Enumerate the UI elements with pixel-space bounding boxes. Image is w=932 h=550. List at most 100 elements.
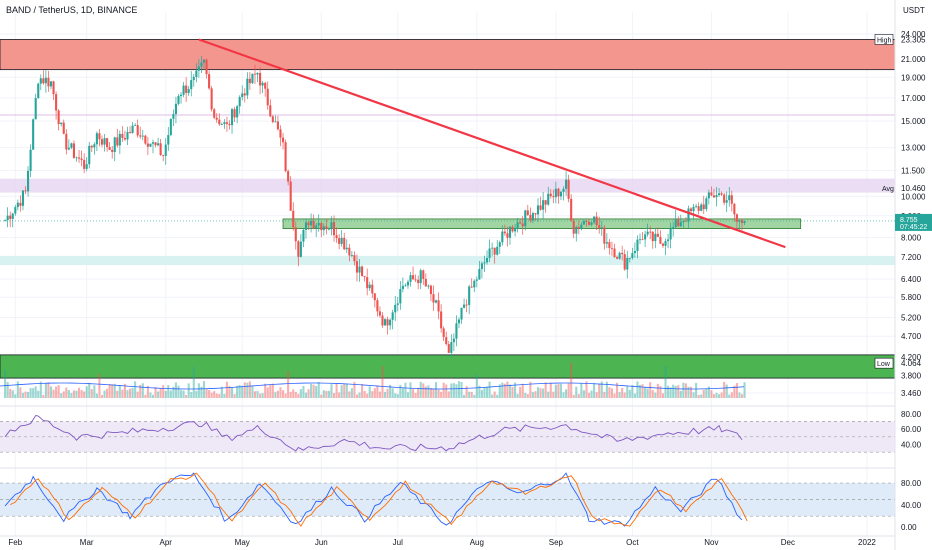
volume-bar bbox=[108, 383, 111, 398]
candle-body bbox=[674, 218, 677, 228]
volume-bar bbox=[740, 394, 744, 398]
candle-body bbox=[179, 94, 183, 97]
volume-bar bbox=[667, 385, 670, 398]
candle-body bbox=[353, 255, 356, 262]
volume-bar bbox=[674, 385, 677, 398]
candle-body bbox=[233, 109, 236, 118]
volume-bar bbox=[669, 387, 672, 398]
candles[interactable] bbox=[4, 55, 746, 358]
trendline[interactable] bbox=[198, 38, 786, 249]
candle-body bbox=[511, 226, 514, 232]
candle-body bbox=[322, 226, 325, 231]
volume-bar bbox=[547, 391, 550, 398]
candle-body bbox=[669, 227, 672, 240]
volume-bar bbox=[373, 388, 376, 398]
price-axis-label: 13.000 bbox=[901, 144, 926, 153]
volume-bar bbox=[516, 393, 519, 398]
volume-bar bbox=[687, 386, 690, 398]
volume-bar bbox=[603, 391, 606, 398]
level-tag-value: 4.064 bbox=[901, 359, 922, 368]
grid bbox=[0, 12, 895, 536]
candle-body bbox=[600, 227, 603, 229]
candle-body bbox=[77, 157, 81, 159]
candle-body bbox=[501, 231, 504, 243]
volume-bar bbox=[312, 384, 315, 398]
candle-body bbox=[182, 85, 185, 95]
candle-body bbox=[261, 82, 264, 86]
volume-bar bbox=[185, 394, 188, 398]
volume-bar bbox=[348, 391, 351, 398]
candle-body bbox=[526, 210, 529, 215]
volume-bar bbox=[233, 394, 236, 398]
volume-bar bbox=[715, 392, 718, 398]
candle-body bbox=[55, 94, 58, 111]
volume-bar bbox=[192, 367, 195, 398]
volume-bar bbox=[77, 387, 81, 398]
candle-body bbox=[340, 237, 343, 244]
volume-bar bbox=[475, 374, 478, 398]
candle-body bbox=[368, 284, 371, 289]
price-axis-label: 4.700 bbox=[901, 332, 922, 341]
stoch-line-1 bbox=[9, 472, 748, 527]
candle-body bbox=[524, 210, 527, 227]
level-tag-value: 10.460 bbox=[901, 184, 926, 193]
stoch-pane[interactable] bbox=[0, 467, 895, 527]
volume-bar bbox=[225, 381, 228, 398]
last-price-value: 8.755 bbox=[900, 217, 918, 224]
currency-label: USDT bbox=[903, 6, 925, 15]
candle-body bbox=[391, 312, 394, 320]
candle-body bbox=[49, 81, 53, 87]
candle-body bbox=[151, 142, 155, 144]
candle-body bbox=[389, 319, 392, 326]
volume-bar bbox=[468, 391, 471, 398]
candle-body bbox=[192, 77, 195, 81]
volume-bar bbox=[26, 391, 30, 398]
price-axis[interactable]: 80.00 60.00 40.00 80.00 40.00 0.00 24.000 21.00… bbox=[894, 0, 926, 550]
time-axis[interactable]: Feb Mar Apr May Jun Jul Aug Sep Oct Nov Dec 2022 bbox=[0, 535, 895, 547]
volume-bar bbox=[485, 386, 489, 398]
volume-bar bbox=[539, 388, 542, 398]
volume-bar bbox=[363, 390, 366, 398]
volume-bar bbox=[299, 389, 302, 398]
candle-body bbox=[496, 246, 499, 255]
volume-bar bbox=[210, 392, 213, 398]
volume-bar bbox=[287, 371, 290, 398]
volume-bar bbox=[554, 384, 557, 398]
volume-bar bbox=[582, 390, 585, 398]
rsi-pane[interactable] bbox=[0, 405, 895, 453]
volume-bar bbox=[317, 381, 320, 398]
candle-body bbox=[633, 250, 636, 254]
volume-bar bbox=[182, 390, 185, 398]
candle-body bbox=[544, 200, 547, 205]
candle-body bbox=[70, 143, 73, 148]
candle-body bbox=[659, 236, 662, 244]
candle-body bbox=[531, 213, 534, 221]
candle-body bbox=[335, 235, 338, 239]
volume-bar bbox=[409, 382, 412, 398]
volume-bar bbox=[437, 389, 440, 398]
candle-body bbox=[697, 206, 700, 211]
volume-bar bbox=[177, 385, 180, 398]
candle-body bbox=[404, 285, 407, 287]
candle-body bbox=[419, 270, 422, 284]
volume-bar bbox=[338, 392, 341, 398]
volume-bar bbox=[473, 394, 476, 398]
candle-body bbox=[636, 239, 639, 251]
candle-body bbox=[738, 220, 741, 222]
volume-bar bbox=[4, 369, 7, 398]
candle-body bbox=[167, 135, 170, 145]
candle-body bbox=[498, 242, 501, 247]
candle-body bbox=[649, 231, 652, 233]
volume-bar bbox=[241, 385, 244, 398]
volume-bar bbox=[725, 384, 728, 398]
volume-bar bbox=[208, 389, 211, 398]
volume-bar bbox=[111, 384, 114, 398]
candle-body bbox=[516, 222, 519, 230]
candle-body bbox=[519, 222, 522, 224]
candle-body bbox=[358, 266, 361, 273]
candle-body bbox=[705, 198, 708, 210]
volume-bar bbox=[705, 389, 708, 398]
volume-bar bbox=[340, 385, 343, 398]
time-axis-label: Mar bbox=[80, 538, 94, 547]
